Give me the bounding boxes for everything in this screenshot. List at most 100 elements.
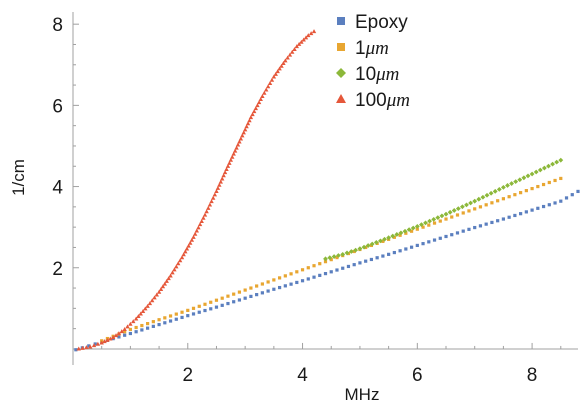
data-point (358, 261, 362, 265)
data-point (480, 194, 486, 200)
data-point (145, 303, 150, 308)
data-point (519, 212, 523, 216)
data-point (95, 341, 101, 346)
y-tick-label: 4 (52, 178, 63, 199)
data-point (226, 294, 230, 298)
data-point (191, 312, 196, 316)
data-point (240, 133, 245, 138)
data-point (450, 215, 454, 219)
data-point (460, 204, 465, 210)
data-point (500, 184, 506, 190)
data-point (300, 279, 305, 283)
legend-marker (337, 17, 345, 25)
data-point (501, 197, 505, 201)
data-point (113, 333, 119, 338)
data-point (237, 139, 242, 144)
data-point (296, 41, 302, 46)
data-point (196, 225, 201, 230)
data-point (177, 258, 183, 263)
data-point (468, 200, 474, 206)
data-point (484, 192, 490, 198)
data-point (507, 195, 511, 199)
data-point (84, 345, 89, 350)
data-point (133, 316, 139, 321)
data-point (186, 314, 190, 318)
data-point (289, 282, 293, 286)
data-point (419, 222, 424, 228)
data-point (134, 330, 138, 334)
data-point (361, 244, 367, 250)
data-point (409, 245, 414, 249)
data-point (318, 273, 322, 277)
data-point (513, 179, 519, 185)
data-point (181, 252, 186, 257)
data-point (238, 136, 244, 141)
data-point (478, 224, 483, 228)
data-point (210, 195, 216, 200)
data-point (277, 66, 282, 71)
data-point (478, 205, 483, 209)
data-point (335, 268, 339, 272)
data-point (273, 71, 278, 76)
data-point (344, 250, 350, 256)
data-point (74, 348, 78, 352)
data-point (323, 256, 328, 262)
data-point (533, 169, 539, 175)
data-point (242, 127, 248, 132)
data-point (553, 178, 557, 183)
x-axis-title: MHz (345, 385, 380, 404)
data-point (521, 175, 527, 181)
data-point (180, 310, 184, 314)
data-point (220, 176, 225, 181)
axes (72, 12, 578, 365)
data-point (218, 179, 223, 184)
data-point (537, 167, 543, 173)
data-point (490, 201, 494, 205)
data-point (128, 321, 133, 326)
data-point (166, 276, 171, 281)
data-point (222, 170, 228, 175)
data-point (184, 246, 190, 251)
data-point (225, 163, 231, 168)
data-point (136, 313, 141, 318)
data-point (378, 238, 383, 244)
data-point (443, 211, 449, 217)
data-point (191, 234, 196, 239)
legend-marker (336, 94, 346, 103)
data-point (455, 213, 460, 217)
data-point (179, 255, 185, 260)
data-point (505, 183, 510, 188)
data-point (294, 44, 300, 49)
data-point (283, 274, 287, 278)
data-point (283, 284, 287, 288)
data-point (172, 267, 177, 272)
x-tick-label: 2 (182, 365, 193, 386)
data-point (432, 221, 437, 225)
data-point (394, 232, 400, 237)
data-point (206, 205, 211, 210)
data-point (244, 124, 249, 129)
data-point (138, 311, 143, 316)
data-point (191, 306, 196, 310)
data-point (353, 247, 359, 253)
data-point (76, 346, 81, 351)
data-point (473, 207, 477, 211)
data-point (335, 256, 339, 260)
data-point (427, 223, 431, 227)
data-point (253, 106, 259, 111)
data-point (464, 202, 469, 208)
data-point (427, 240, 431, 244)
data-point (157, 318, 161, 322)
data-point (427, 218, 433, 224)
data-point (381, 239, 385, 243)
data-point (258, 97, 263, 102)
data-point (438, 219, 442, 223)
data-point (162, 281, 168, 286)
data-point (214, 189, 219, 194)
data-point (279, 63, 284, 68)
data-point (404, 231, 408, 235)
data-point (289, 272, 293, 276)
data-point (123, 333, 127, 337)
data-point (199, 218, 204, 223)
